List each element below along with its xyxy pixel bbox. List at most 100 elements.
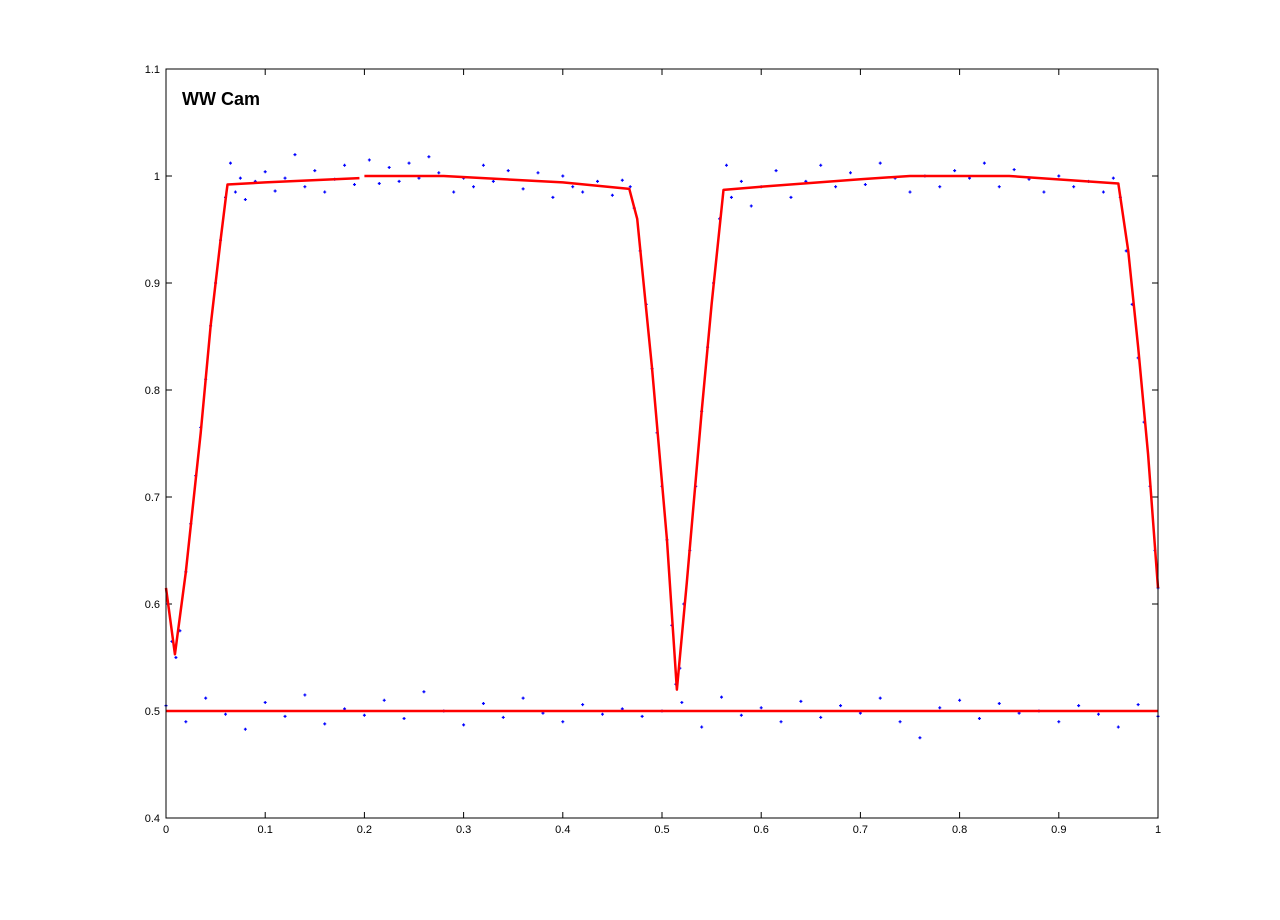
x-tick-label: 0.1 (258, 824, 273, 836)
data-point (729, 195, 733, 199)
data-point (918, 736, 922, 740)
data-point (402, 716, 406, 720)
data-point (521, 187, 525, 191)
data-point (367, 158, 371, 162)
annotation: WW Cam (182, 89, 260, 109)
data-point (238, 176, 242, 180)
data-point (834, 185, 838, 189)
data-point (263, 170, 267, 174)
data-point (437, 171, 441, 175)
data-point (620, 178, 624, 182)
data-point (997, 702, 1001, 706)
data-point (581, 190, 585, 194)
data-point (283, 176, 287, 180)
data-point (362, 713, 366, 717)
x-tick-label: 0.5 (654, 824, 669, 836)
plot-frame (165, 68, 1159, 819)
data-point (228, 161, 232, 165)
data-point (953, 169, 957, 173)
model-line (364, 174, 1160, 691)
data-point (596, 179, 600, 183)
data-point (293, 153, 297, 157)
data-point (908, 190, 912, 194)
data-point (600, 712, 604, 716)
x-tick-label: 0 (163, 824, 169, 836)
data-point (243, 198, 247, 202)
data-point (303, 693, 307, 697)
data-point (174, 656, 178, 659)
data-point (462, 723, 466, 727)
data-point (521, 696, 525, 700)
x-tick-label: 0.9 (1051, 824, 1066, 836)
data-point (273, 189, 277, 193)
data-point (878, 161, 882, 165)
data-point (551, 195, 555, 199)
data-point (1096, 712, 1100, 716)
data-point (263, 700, 267, 704)
y-tick-label: 0.8 (145, 385, 160, 397)
data-point (581, 703, 585, 707)
data-point (1072, 185, 1076, 189)
x-tick-label: 0.2 (357, 824, 372, 836)
data-point (481, 702, 485, 706)
data-point (739, 179, 743, 183)
data-point (1111, 176, 1115, 180)
data-point (303, 185, 307, 189)
data-point (313, 169, 317, 173)
data-point (997, 185, 1001, 189)
data-point (839, 704, 843, 708)
data-point (878, 696, 882, 700)
data-point (977, 716, 981, 720)
data-point (819, 715, 823, 719)
x-tick-label: 0.8 (952, 824, 967, 836)
data-point (799, 699, 803, 703)
x-tick-label: 0.7 (853, 824, 868, 836)
data-point (1057, 720, 1061, 724)
data-point (224, 712, 228, 716)
data-point (506, 169, 510, 173)
data-point (323, 722, 327, 726)
data-point (243, 727, 247, 731)
data-point (407, 161, 411, 165)
data-point (377, 181, 381, 185)
data-point (233, 190, 237, 194)
data-point (501, 715, 505, 719)
y-tick-label: 0.4 (145, 813, 160, 825)
data-point (779, 720, 783, 724)
data-point (1077, 704, 1081, 708)
data-point (958, 698, 962, 702)
data-point (724, 163, 728, 167)
data-point (700, 725, 704, 729)
data-point (610, 193, 614, 197)
data-point (323, 190, 327, 194)
x-tick-label: 1 (1155, 824, 1161, 836)
x-tick-label: 0.4 (555, 824, 570, 836)
data-point (352, 183, 356, 187)
data-point (1101, 190, 1105, 194)
data-point (1042, 190, 1046, 194)
x-tick-label: 0.3 (456, 824, 471, 836)
y-tick-label: 1.1 (145, 64, 160, 76)
data-point (204, 696, 208, 700)
y-tick-label: 0.6 (145, 599, 160, 611)
data-point (561, 720, 565, 724)
data-point (848, 171, 852, 175)
data-point (472, 185, 476, 189)
data-point (789, 195, 793, 199)
model-line (164, 176, 360, 656)
data-point (1116, 725, 1120, 729)
data-point (481, 163, 485, 167)
data-point (491, 179, 495, 183)
data-point (343, 163, 347, 167)
data-point (387, 165, 391, 169)
y-tick-label: 0.9 (145, 278, 160, 290)
data-point (749, 204, 753, 208)
x-tick-label: 0.6 (754, 824, 769, 836)
data-point (720, 695, 724, 699)
data-point (1012, 168, 1016, 172)
y-tick-label: 1 (154, 171, 160, 183)
data-point (283, 714, 287, 718)
